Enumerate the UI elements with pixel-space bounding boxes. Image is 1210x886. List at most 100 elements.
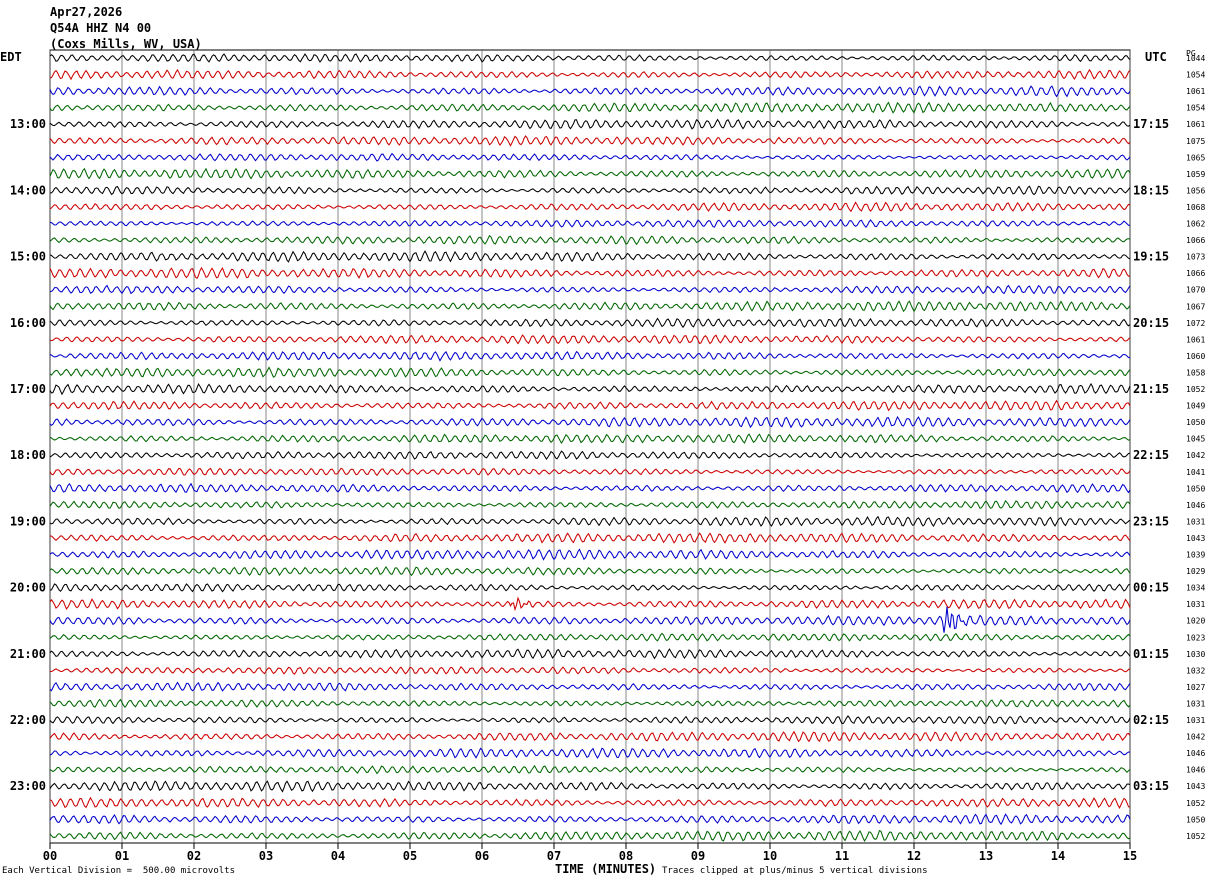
trace-value-label: 1054 [1186,104,1205,113]
station-location: (Coxs Mills, WV, USA) [50,37,202,51]
trace-value-label: 1046 [1186,749,1205,758]
trace-value-label: 1049 [1186,402,1205,411]
x-tick-label: 03 [259,849,273,863]
trace-line [49,433,1131,444]
right-hour-label: 19:15 [1133,250,1169,264]
trace-line [49,565,1131,577]
plot-date: Apr27,2026 [50,5,123,19]
trace-value-label: 1045 [1186,435,1205,444]
trace-value-label: 1027 [1186,683,1205,692]
trace-line [49,515,1131,527]
left-hour-label: 23:00 [10,779,46,793]
left-hour-label: 22:00 [10,713,46,727]
trace-line [49,366,1131,378]
right-hour-label: 17:15 [1133,117,1169,131]
right-hour-label: 03:15 [1133,779,1169,793]
clip-note: Traces clipped at plus/minus 5 vertical … [662,866,928,876]
trace-value-label: 1067 [1186,302,1205,311]
trace-value-label: 1031 [1186,716,1205,725]
left-hour-label: 13:00 [10,117,46,131]
trace-value-label: 1061 [1186,120,1205,129]
trace-value-label: 1034 [1186,584,1205,593]
trace-line [49,300,1131,313]
trace-line [49,266,1131,280]
trace-value-label: 1044 [1186,54,1205,63]
left-hour-label: 17:00 [10,382,46,396]
trace-line [49,101,1131,114]
trace-line [49,135,1131,147]
trace-value-label: 1059 [1186,170,1205,179]
trace-value-label: 1052 [1186,385,1205,394]
trace-value-label: 1066 [1186,269,1205,278]
left-hour-label: 19:00 [10,514,46,528]
trace-value-label: 1058 [1186,368,1205,377]
trace-line [49,53,1131,63]
trace-line [49,606,1131,633]
left-hour-label: 18:00 [10,448,46,462]
trace-line [49,548,1131,561]
trace-value-label: 1023 [1186,633,1205,642]
x-tick-label: 06 [475,849,489,863]
x-tick-label: 01 [115,849,129,863]
scale-note: Each Vertical Division = 500.00 microvol… [2,866,235,876]
right-hour-label: 23:15 [1133,514,1169,528]
trace-line [49,596,1131,612]
right-hour-label: 20:15 [1133,316,1169,330]
left-hour-label: 21:00 [10,647,46,661]
trace-line [49,415,1131,429]
trace-line [49,152,1131,162]
x-tick-label: 08 [619,849,633,863]
x-tick-label: 05 [403,849,417,863]
trace-value-label: 1070 [1186,286,1205,295]
left-hour-label: 20:00 [10,581,46,595]
trace-line [49,499,1131,510]
trace-line [49,715,1131,725]
x-tick-label: 11 [835,849,849,863]
trace-line [49,467,1131,477]
trace-line [49,780,1131,793]
trace-value-label: 1054 [1186,71,1205,80]
trace-line [50,665,1131,675]
right-timezone-label: UTC [1145,50,1167,64]
trace-line [49,482,1131,494]
trace-line [49,250,1131,263]
trace-value-label: 1029 [1186,567,1205,576]
right-hour-label: 21:15 [1133,382,1169,396]
trace-line [49,632,1131,642]
x-tick-label: 07 [547,849,561,863]
trace-line [49,681,1131,692]
x-tick-label: 02 [187,849,201,863]
trace-value-label: 1073 [1186,253,1205,262]
trace-line [49,334,1131,345]
trace-value-label: 1072 [1186,319,1205,328]
trace-value-label: 1050 [1186,418,1205,427]
trace-line [49,68,1131,81]
trace-line [49,829,1131,842]
trace-value-label: 1046 [1186,501,1205,510]
x-tick-label: 10 [763,849,777,863]
trace-value-label: 1031 [1186,699,1205,708]
trace-value-label: 1068 [1186,203,1205,212]
trace-line [49,201,1131,213]
trace-line [49,317,1131,329]
trace-value-label: 1041 [1186,468,1205,477]
trace-value-label: 1065 [1186,153,1205,162]
trace-value-label: 1066 [1186,236,1205,245]
trace-value-label: 1075 [1186,137,1205,146]
trace-value-label: 1046 [1186,766,1205,775]
trace-line [49,698,1131,709]
x-axis-title: TIME (MINUTES) [555,862,657,876]
trace-value-label: 1050 [1186,815,1205,824]
x-tick-label: 04 [331,849,345,863]
x-tick-label: 12 [907,849,921,863]
x-tick-label: 00 [43,849,57,863]
trace-line [49,648,1131,660]
trace-value-label: 1032 [1186,666,1205,675]
trace-line [49,284,1131,295]
plot-header: Apr27,2026 Q54A HHZ N4 00 (Coxs Mills, W… [50,4,202,52]
trace-value-label: 1031 [1186,600,1205,609]
x-tick-label: 09 [691,849,705,863]
trace-value-label: 1052 [1186,799,1205,808]
trace-value-label: 1061 [1186,87,1205,96]
left-hour-label: 15:00 [10,250,46,264]
